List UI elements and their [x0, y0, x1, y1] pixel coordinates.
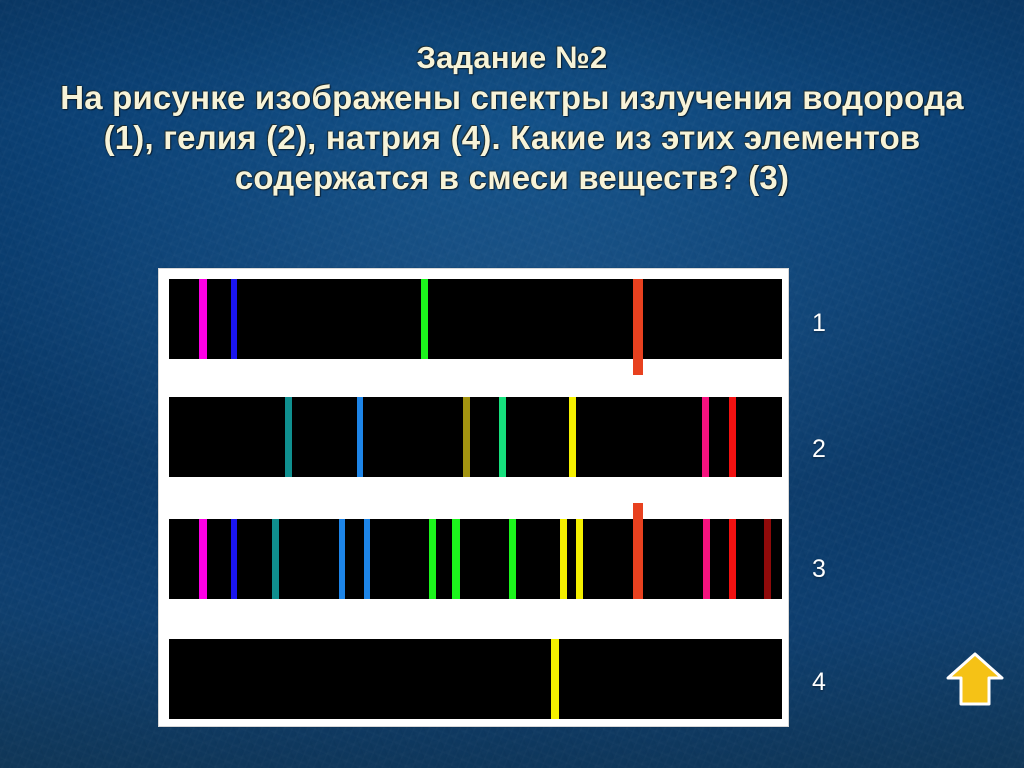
spectrum-row [169, 503, 782, 599]
spectral-red-line [729, 397, 736, 477]
spectral-blue-line-2 [339, 519, 345, 599]
spectral-dark-red-line [764, 519, 771, 599]
spectral-magenta-line [199, 519, 207, 599]
page-title: Задание №2 [416, 40, 608, 75]
spectral-blue-line [231, 279, 237, 359]
spectral-red-line [729, 519, 736, 599]
spectral-spring-green-line [499, 397, 506, 477]
spectral-blue-line [357, 397, 363, 477]
title-line-3: содержатся в смеси веществ? (3) [234, 159, 790, 196]
spectral-orange-red-line [633, 279, 643, 375]
title-line-1: На рисунке изображены спектры излучения … [60, 79, 964, 116]
title-line-2: (1), гелия (2), натрия (4). Какие из эти… [103, 119, 921, 156]
spectrum-row [169, 397, 782, 477]
spectral-teal-line [272, 519, 279, 599]
spectral-yellow-line [569, 397, 576, 477]
row-label-1: 1 [812, 309, 826, 337]
spectral-teal-line [285, 397, 292, 477]
spectrum-row [169, 639, 782, 719]
spectral-magenta-line [199, 279, 207, 359]
spectral-green-line [421, 279, 428, 359]
next-slide-arrow-icon[interactable] [944, 648, 1006, 710]
row-label-3: 3 [812, 555, 826, 583]
spectral-green-line-2 [452, 519, 460, 599]
row-label-4: 4 [812, 668, 826, 696]
spectral-blue-line-3 [364, 519, 370, 599]
spectral-yellow-line-2 [576, 519, 583, 599]
spectral-green-line-3 [509, 519, 516, 599]
spectra-figure [158, 268, 789, 727]
spectral-pink-line [703, 519, 710, 599]
spectral-yellow-line [551, 639, 559, 719]
spectral-green-line [429, 519, 436, 599]
spectral-blue-line [231, 519, 237, 599]
title-block: Задание №2 На рисунке изображены спектры… [0, 38, 1024, 198]
row-label-2: 2 [812, 435, 826, 463]
spectral-pink-line [702, 397, 709, 477]
spectrum-row [169, 279, 782, 375]
spectral-yellow-line [560, 519, 567, 599]
arrow-up-icon[interactable] [944, 648, 1006, 710]
spectral-olive-line [463, 397, 470, 477]
spectral-orange-red-line [633, 503, 643, 599]
